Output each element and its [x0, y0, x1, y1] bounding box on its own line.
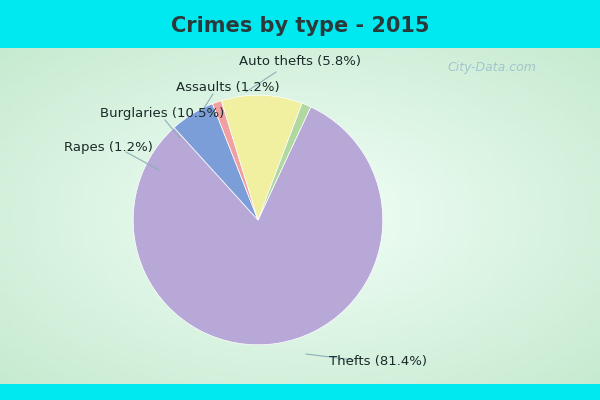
Text: Burglaries (10.5%): Burglaries (10.5%): [100, 108, 224, 120]
Wedge shape: [258, 103, 311, 220]
Text: Crimes by type - 2015: Crimes by type - 2015: [171, 16, 429, 36]
Text: City-Data.com: City-Data.com: [448, 62, 536, 74]
Wedge shape: [174, 104, 258, 220]
Wedge shape: [133, 107, 383, 345]
Text: Auto thefts (5.8%): Auto thefts (5.8%): [239, 56, 361, 68]
Text: Rapes (1.2%): Rapes (1.2%): [64, 142, 152, 154]
Text: Assaults (1.2%): Assaults (1.2%): [176, 82, 280, 94]
Wedge shape: [212, 101, 258, 220]
Text: Thefts (81.4%): Thefts (81.4%): [329, 356, 427, 368]
Wedge shape: [221, 95, 302, 220]
